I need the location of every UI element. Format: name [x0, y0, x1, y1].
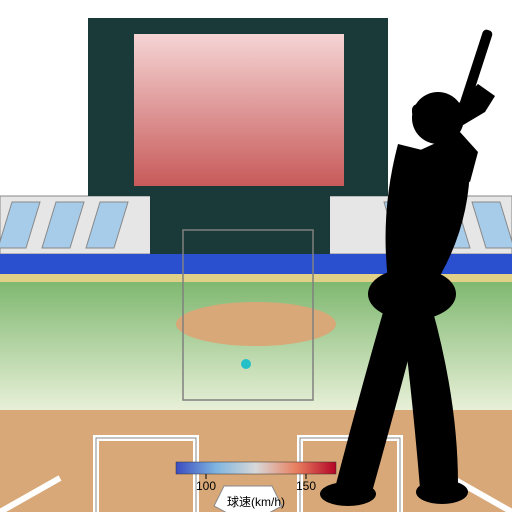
legend-bar	[176, 462, 336, 474]
pitchers-mound	[176, 302, 336, 346]
legend-tick-label: 150	[296, 479, 316, 493]
scene-svg: 100 150 球速(km/h)	[0, 0, 512, 512]
pitch-markers	[241, 359, 251, 369]
pitch-marker	[241, 359, 251, 369]
legend-label: 球速(km/h)	[227, 495, 285, 509]
pitch-chart-root: 100 150 球速(km/h)	[0, 0, 512, 512]
legend-tick-label: 100	[196, 479, 216, 493]
